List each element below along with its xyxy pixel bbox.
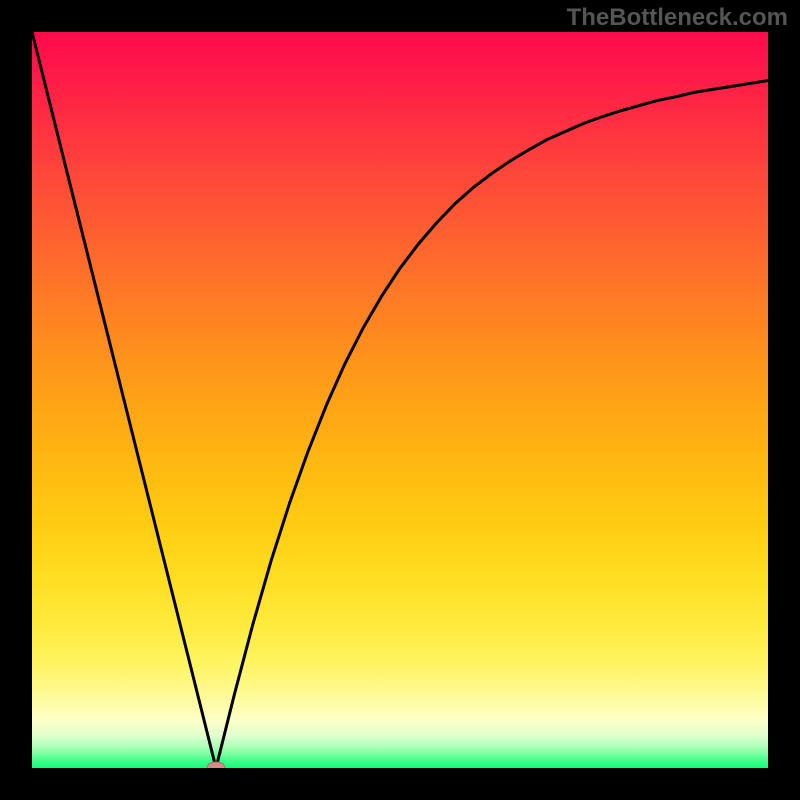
watermark-text: TheBottleneck.com bbox=[567, 4, 788, 32]
plot-area bbox=[32, 32, 768, 768]
gradient-background bbox=[32, 32, 768, 768]
